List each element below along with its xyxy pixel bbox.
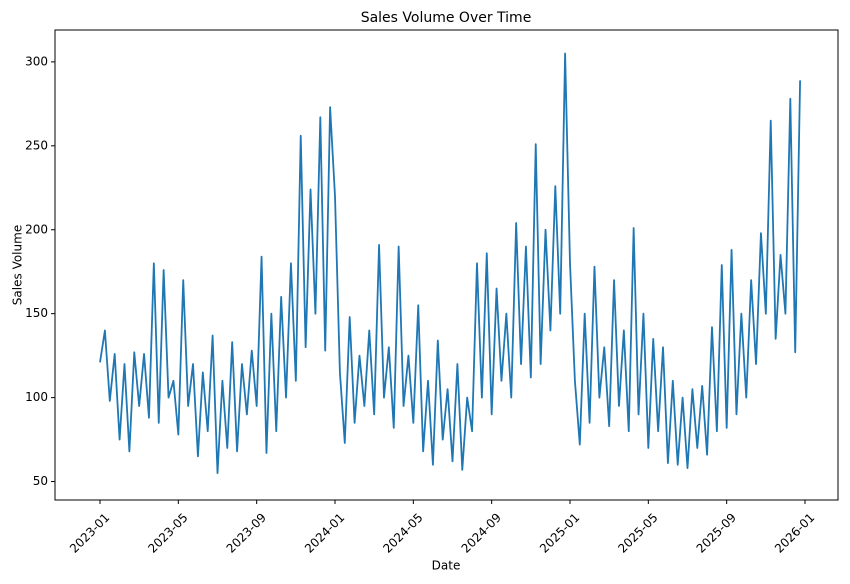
y-tick-label: 50 [33, 474, 48, 488]
x-tick-label: 2024-01 [302, 510, 347, 555]
x-tick-label: 2024-05 [380, 510, 425, 555]
y-axis-label: Sales Volume [11, 225, 25, 305]
x-axis-label: Date [432, 559, 461, 573]
data-line [99, 52, 801, 475]
x-tick-label: 2025-01 [537, 510, 582, 555]
y-tick-label: 150 [25, 306, 48, 320]
y-tick-label: 250 [25, 138, 48, 152]
y-tick-label: 300 [25, 54, 48, 68]
y-tick-label: 200 [25, 222, 48, 236]
y-tick-label: 100 [25, 390, 48, 404]
x-tick-label: 2025-09 [694, 510, 739, 555]
x-tick-label: 2023-09 [224, 510, 269, 555]
chart-title: Sales Volume Over Time [361, 10, 532, 26]
plot-frame [54, 29, 839, 501]
x-tick-label: 2024-09 [459, 510, 504, 555]
x-tick-label: 2025-05 [615, 510, 660, 555]
x-tick-label: 2023-01 [67, 510, 112, 555]
x-tick-label: 2026-01 [772, 510, 817, 555]
x-tick-label: 2023-05 [145, 510, 190, 555]
